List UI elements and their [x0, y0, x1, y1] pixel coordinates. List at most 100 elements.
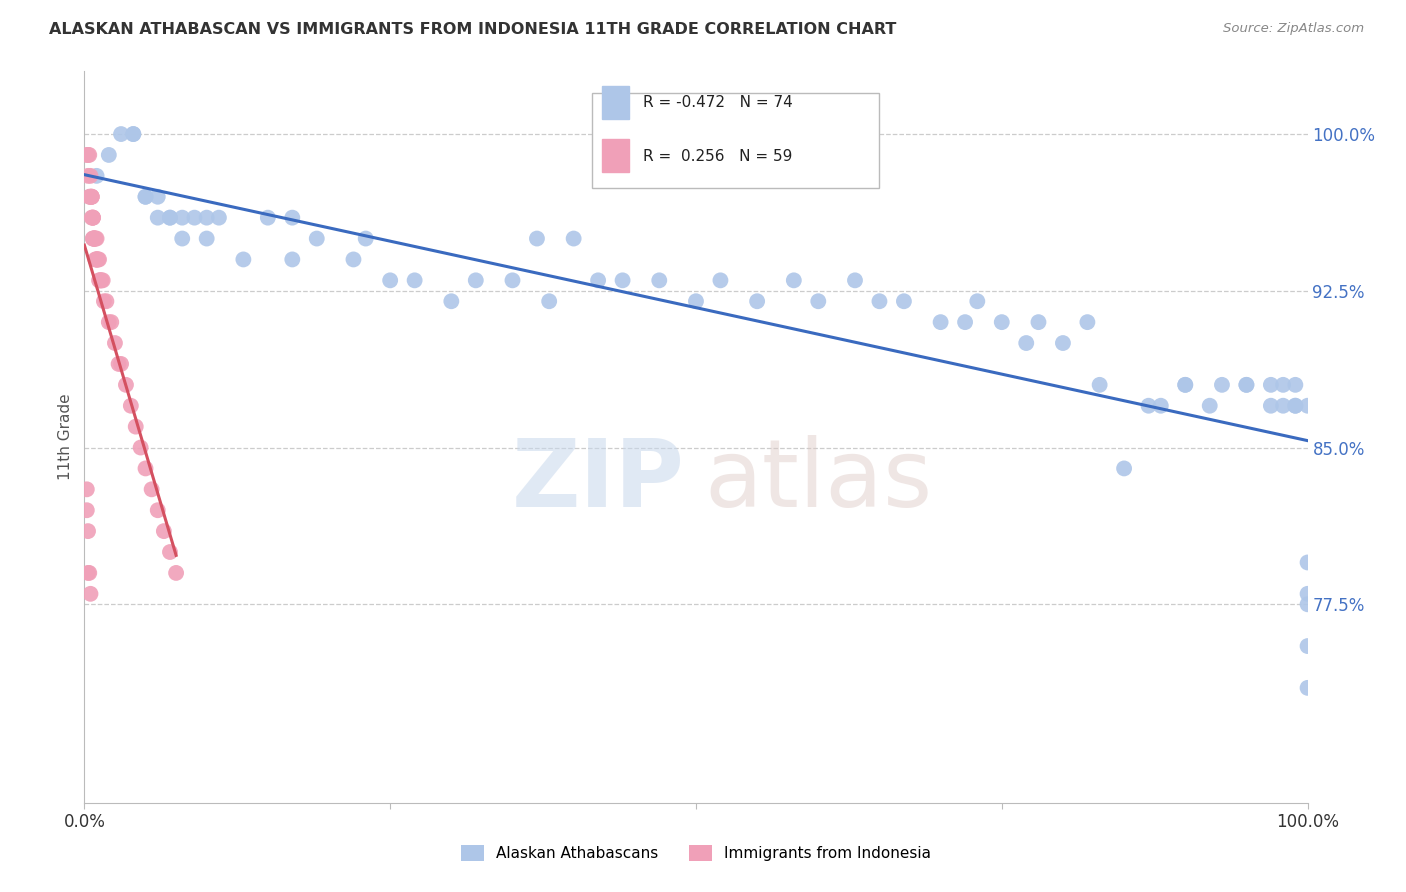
Point	[562, 231, 585, 245]
Point	[86, 252, 108, 267]
Point	[1174, 377, 1197, 392]
Text: R =  0.256   N = 59: R = 0.256 N = 59	[644, 149, 793, 164]
Point	[84, 252, 107, 267]
Point	[80, 190, 103, 204]
Legend: Alaskan Athabascans, Immigrants from Indonesia: Alaskan Athabascans, Immigrants from Ind…	[461, 845, 931, 861]
Point	[991, 315, 1014, 329]
Point	[709, 273, 731, 287]
Point	[77, 148, 100, 162]
Point	[1088, 377, 1111, 392]
Point	[929, 315, 952, 329]
Point	[1260, 399, 1282, 413]
Point	[159, 545, 181, 559]
Point	[257, 211, 280, 225]
Point	[107, 357, 129, 371]
FancyBboxPatch shape	[602, 86, 628, 119]
Point	[538, 294, 561, 309]
Point	[77, 566, 100, 580]
Point	[1272, 377, 1295, 392]
Point	[502, 273, 524, 287]
Point	[844, 273, 866, 287]
Point	[146, 211, 169, 225]
Point	[1260, 377, 1282, 392]
Point	[1284, 377, 1306, 392]
Point	[526, 231, 548, 245]
Y-axis label: 11th Grade: 11th Grade	[58, 393, 73, 481]
Point	[135, 190, 157, 204]
Point	[1150, 399, 1173, 413]
Point	[354, 231, 377, 245]
Point	[96, 294, 118, 309]
Point	[172, 231, 194, 245]
Point	[1284, 399, 1306, 413]
Point	[84, 231, 107, 245]
Point	[82, 211, 104, 225]
Point	[79, 169, 101, 183]
Point	[165, 566, 187, 580]
Point	[1296, 556, 1319, 570]
Point	[86, 169, 108, 183]
Point	[89, 273, 111, 287]
Point	[1296, 587, 1319, 601]
FancyBboxPatch shape	[592, 94, 880, 188]
Point	[86, 231, 108, 245]
Point	[172, 211, 194, 225]
Point	[1015, 336, 1038, 351]
Point	[93, 294, 115, 309]
Point	[153, 524, 176, 538]
Point	[1296, 597, 1319, 611]
Point	[79, 190, 101, 204]
Point	[783, 273, 806, 287]
Point	[84, 231, 107, 245]
Point	[440, 294, 463, 309]
Point	[122, 127, 145, 141]
Point	[86, 252, 108, 267]
Point	[281, 211, 304, 225]
Point	[1114, 461, 1136, 475]
Point	[82, 231, 104, 245]
Point	[1296, 639, 1319, 653]
Text: Source: ZipAtlas.com: Source: ZipAtlas.com	[1223, 22, 1364, 36]
Point	[747, 294, 769, 309]
Point	[100, 315, 122, 329]
Point	[79, 587, 101, 601]
Point	[953, 315, 976, 329]
Point	[612, 273, 634, 287]
Point	[159, 211, 181, 225]
Point	[232, 252, 254, 267]
Point	[77, 190, 100, 204]
Point	[80, 190, 103, 204]
Point	[208, 211, 231, 225]
Point	[79, 190, 101, 204]
Point	[125, 419, 148, 434]
Point	[135, 461, 157, 475]
Point	[1236, 377, 1258, 392]
Point	[1272, 399, 1295, 413]
Point	[97, 315, 120, 329]
Point	[1284, 399, 1306, 413]
Point	[146, 503, 169, 517]
Point	[305, 231, 328, 245]
Point	[159, 211, 181, 225]
Point	[104, 336, 127, 351]
Point	[83, 231, 105, 245]
Point	[110, 357, 132, 371]
Point	[1137, 399, 1160, 413]
Point	[464, 273, 486, 287]
Point	[648, 273, 671, 287]
Point	[91, 273, 114, 287]
Point	[115, 377, 138, 392]
Point	[1236, 377, 1258, 392]
Point	[1296, 681, 1319, 695]
FancyBboxPatch shape	[602, 139, 628, 172]
Point	[1076, 315, 1098, 329]
Point	[685, 294, 707, 309]
Point	[135, 190, 157, 204]
Point	[87, 252, 110, 267]
Point	[82, 231, 104, 245]
Point	[1211, 377, 1233, 392]
Point	[90, 273, 112, 287]
Point	[807, 294, 830, 309]
Text: ALASKAN ATHABASCAN VS IMMIGRANTS FROM INDONESIA 11TH GRADE CORRELATION CHART: ALASKAN ATHABASCAN VS IMMIGRANTS FROM IN…	[49, 22, 897, 37]
Point	[97, 148, 120, 162]
